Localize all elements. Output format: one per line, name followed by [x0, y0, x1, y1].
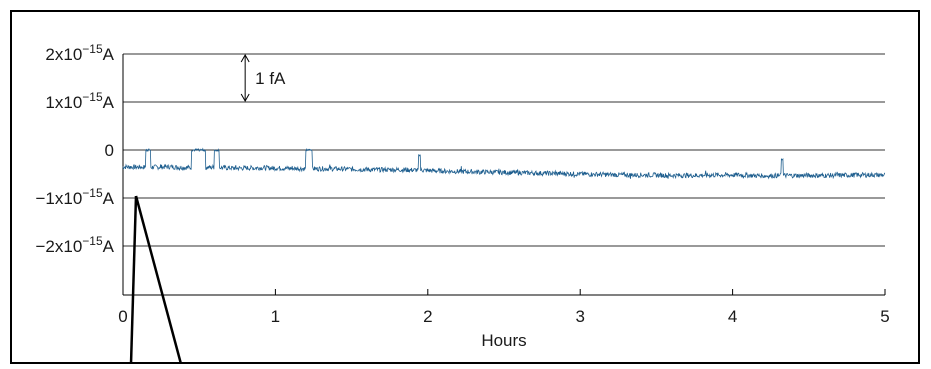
callout-lines	[129, 195, 183, 365]
x-tick-label: 1	[271, 307, 280, 326]
grid-lines	[123, 53, 885, 247]
annotation-layer: 1 fA	[240, 53, 286, 103]
annotation-arrowhead-top	[240, 53, 250, 63]
chart-frame	[10, 10, 920, 364]
y-tick-mantissa: 1x10	[45, 93, 82, 112]
callout-line-right	[134, 195, 183, 365]
y-tick-unit: A	[103, 237, 115, 256]
x-axis-title: Hours	[481, 331, 526, 350]
x-axis-ticks: 0 1 2 3 4 5	[118, 289, 890, 326]
x-tick-label: 4	[728, 307, 737, 326]
y-tick-label: 2x10−15A	[45, 42, 114, 64]
y-tick-unit: A	[103, 189, 115, 208]
series-layer	[122, 147, 886, 180]
y-tick-exponent: −15	[82, 234, 103, 248]
y-tick-label: −1x10−15A	[36, 186, 115, 208]
annotation-label: 1 fA	[255, 69, 286, 88]
y-tick-unit: A	[103, 93, 115, 112]
x-tick-label: 5	[880, 307, 889, 326]
x-tick-label: 3	[575, 307, 584, 326]
callout-line-left	[129, 195, 138, 365]
x-tick-label: 0	[118, 307, 127, 326]
y-tick-mantissa: 0	[105, 141, 114, 160]
y-tick-exponent: −15	[82, 42, 103, 56]
y-tick-mantissa: −2x10	[36, 237, 83, 256]
y-tick-unit: A	[103, 45, 115, 64]
y-tick-exponent: −15	[82, 186, 103, 200]
y-tick-label: −2x10−15A	[36, 234, 115, 256]
x-tick-label: 2	[423, 307, 432, 326]
y-tick-label: 0	[105, 141, 114, 160]
annotation-arrowhead-bottom	[240, 93, 250, 103]
y-tick-exponent: −15	[82, 90, 103, 104]
series-line	[122, 147, 886, 180]
y-tick-mantissa: −1x10	[36, 189, 83, 208]
y-tick-label: 1x10−15A	[45, 90, 114, 112]
y-tick-mantissa: 2x10	[45, 45, 82, 64]
